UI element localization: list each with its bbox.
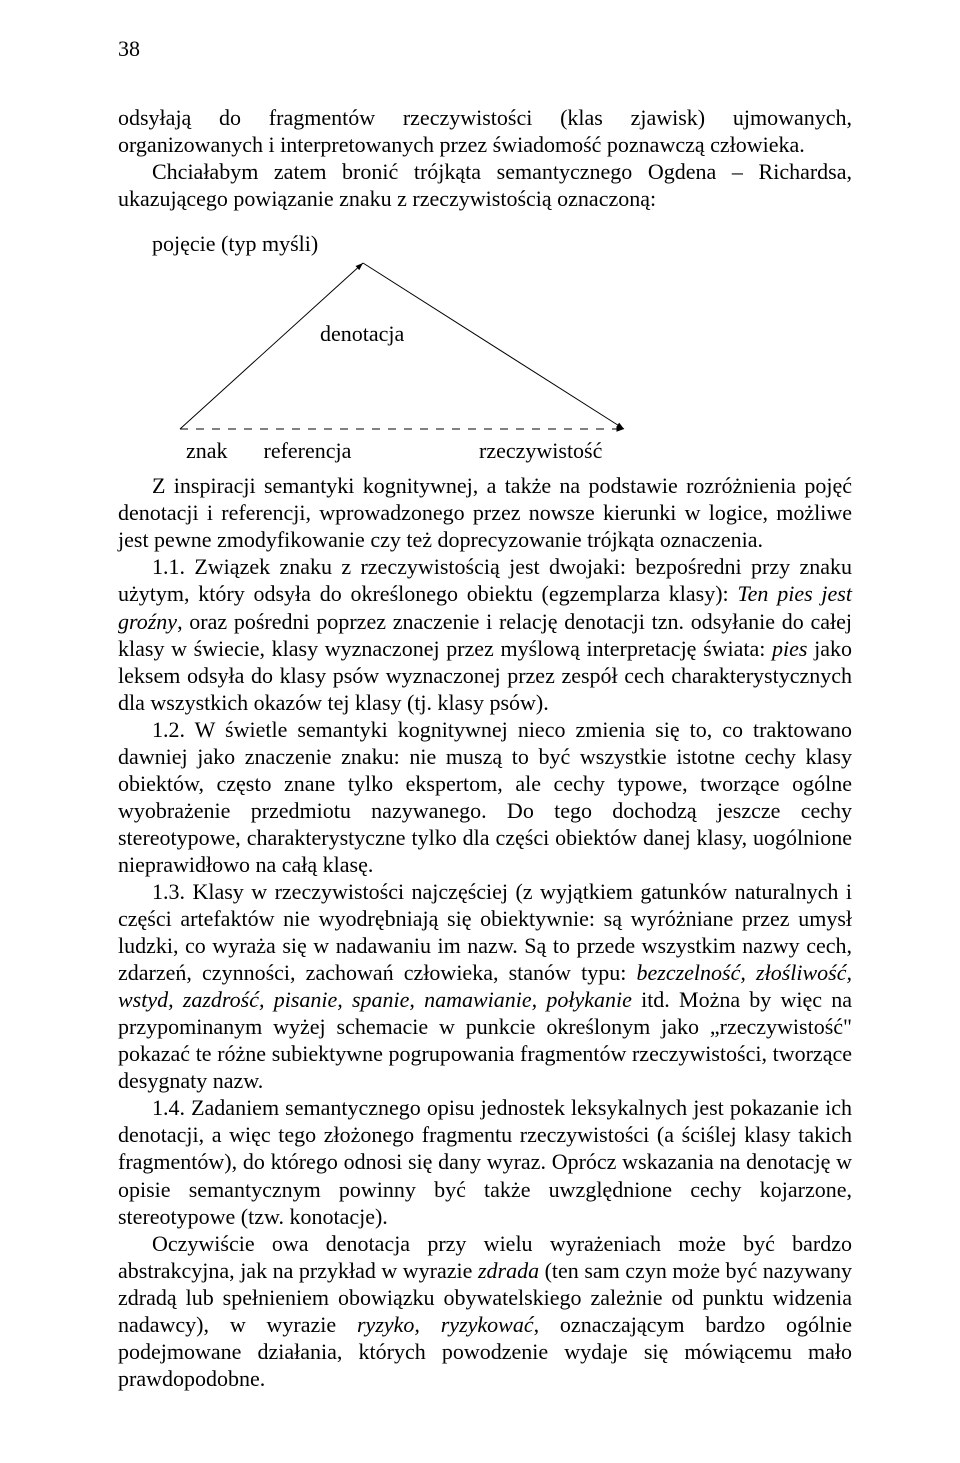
paragraph-1-4: 1.4. Zadaniem semantycznego opisu jednos…: [118, 1094, 852, 1229]
intro-paragraph-2: Chciałabym zatem bronić trójkąta semanty…: [118, 158, 852, 212]
paragraph-1-2: 1.2. W świetle semantyki kognitywnej nie…: [118, 716, 852, 878]
paragraph-1-5: Oczywiście owa denotacja przy wielu wyra…: [118, 1230, 852, 1392]
p11-italic-2: pies: [772, 636, 807, 661]
paragraph-1-1: 1.1. Związek znaku z rzeczywistością jes…: [118, 553, 852, 715]
intro-paragraph-1: odsyłają do fragmentów rzeczywistości (k…: [118, 104, 852, 158]
p15-italic-1: zdrada: [478, 1258, 539, 1283]
paragraph-after-diagram: Z inspiracji semantyki kognitywnej, a ta…: [118, 472, 852, 553]
p11-text-b: , oraz pośredni poprzez znaczenie i rela…: [118, 609, 852, 661]
diagram-bottom-labels: znak referencja rzeczywistość: [118, 437, 852, 464]
p15-italic-2: ryzyko, ryzykować: [357, 1312, 534, 1337]
diagram-bottom-mid: referencja: [230, 437, 440, 464]
page-number: 38: [118, 36, 140, 62]
diagram-top-label: pojęcie (typ myśli): [118, 230, 852, 257]
page-content: odsyłają do fragmentów rzeczywistości (k…: [118, 104, 852, 1392]
semiotic-triangle-diagram: pojęcie (typ myśli) denotacja znak refer…: [118, 230, 852, 464]
diagram-bottom-right: rzeczywistość: [445, 437, 602, 464]
diagram-bottom-left: znak: [152, 437, 224, 464]
paragraph-1-3: 1.3. Klasy w rzeczywistości najczęściej …: [118, 878, 852, 1094]
svg-text:denotacja: denotacja: [320, 321, 405, 346]
triangle-svg: denotacja: [168, 257, 638, 437]
